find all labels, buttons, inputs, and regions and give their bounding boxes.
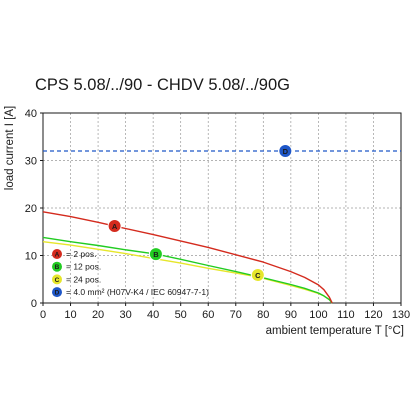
marker-circle	[250, 267, 265, 282]
legend-marker	[52, 274, 62, 285]
x-tick-label: 110	[337, 309, 355, 321]
legend-marker-letter: C	[55, 277, 60, 284]
series-marker-d: D	[278, 144, 293, 158]
marker-circle	[107, 219, 122, 234]
series-marker-b: B	[148, 247, 163, 262]
x-tick-label: 80	[257, 309, 269, 321]
x-tick-label: 10	[64, 309, 76, 321]
legend-label: = 2 pos.	[66, 249, 96, 259]
marker-letter: D	[283, 147, 289, 156]
y-axis-label: load current I [A]	[4, 106, 16, 190]
x-tick-label: 90	[285, 309, 297, 321]
legend-entry-c: C = 24 pos.	[52, 274, 101, 285]
axis-ticks: 0 10 20 30 40 50 60 70 80 90 100 110 120 130 0 10 20 30 40	[25, 108, 410, 321]
legend-label: = 4.0 mm² (H07V-K4 / IEC 60947-7-1)	[66, 287, 209, 297]
x-tick-label: 70	[230, 309, 242, 321]
marker-letter: B	[153, 250, 159, 259]
y-tick-label: 0	[31, 298, 37, 310]
legend-entry-a: A = 2 pos.	[52, 249, 96, 259]
chart-title: CPS 5.08/../90 - CHDV 5.08/../90G	[35, 76, 290, 94]
series-line-b	[42, 236, 333, 304]
x-tick-label: 100	[309, 309, 327, 321]
x-axis-label: ambient temperature T [°C]	[266, 325, 404, 337]
marker-letter: C	[255, 271, 261, 280]
series-line-a	[42, 211, 333, 304]
x-tick-label: 60	[202, 309, 214, 321]
x-tick-label: 30	[119, 309, 131, 321]
series-lines	[42, 150, 401, 304]
x-tick-label: 50	[175, 309, 187, 321]
y-tick-label: 20	[25, 203, 37, 215]
legend-marker-letter: D	[55, 290, 60, 297]
x-tick-label: 40	[147, 309, 159, 321]
marker-circle	[278, 144, 293, 158]
x-tick-label: 120	[364, 309, 382, 321]
legend-entry-b: B = 12 pos.	[52, 261, 101, 272]
legend: A = 2 pos. B = 12 pos. C = 24 pos. D = 4.0 mm² …	[52, 249, 209, 298]
series-markers: A B C D	[107, 144, 293, 282]
marker-letter: A	[112, 222, 118, 231]
series-marker-a: A	[107, 219, 122, 234]
legend-marker	[52, 287, 62, 298]
x-tick-label: 130	[392, 309, 410, 321]
y-tick-label: 30	[25, 156, 37, 168]
series-marker-c: C	[250, 267, 265, 282]
legend-marker	[52, 261, 62, 272]
legend-label: = 24 pos.	[66, 274, 101, 284]
x-tick-label: 20	[92, 309, 104, 321]
marker-circle	[148, 247, 163, 262]
legend-entry-d: D = 4.0 mm² (H07V-K4 / IEC 60947-7-1)	[52, 287, 209, 298]
x-tick-label: 0	[40, 309, 46, 321]
legend-marker-letter: A	[55, 252, 60, 259]
y-tick-label: 10	[25, 251, 37, 263]
legend-label: = 12 pos.	[66, 262, 101, 272]
y-tick-label: 40	[25, 108, 37, 120]
legend-marker	[52, 249, 62, 259]
legend-marker-letter: B	[55, 264, 60, 271]
